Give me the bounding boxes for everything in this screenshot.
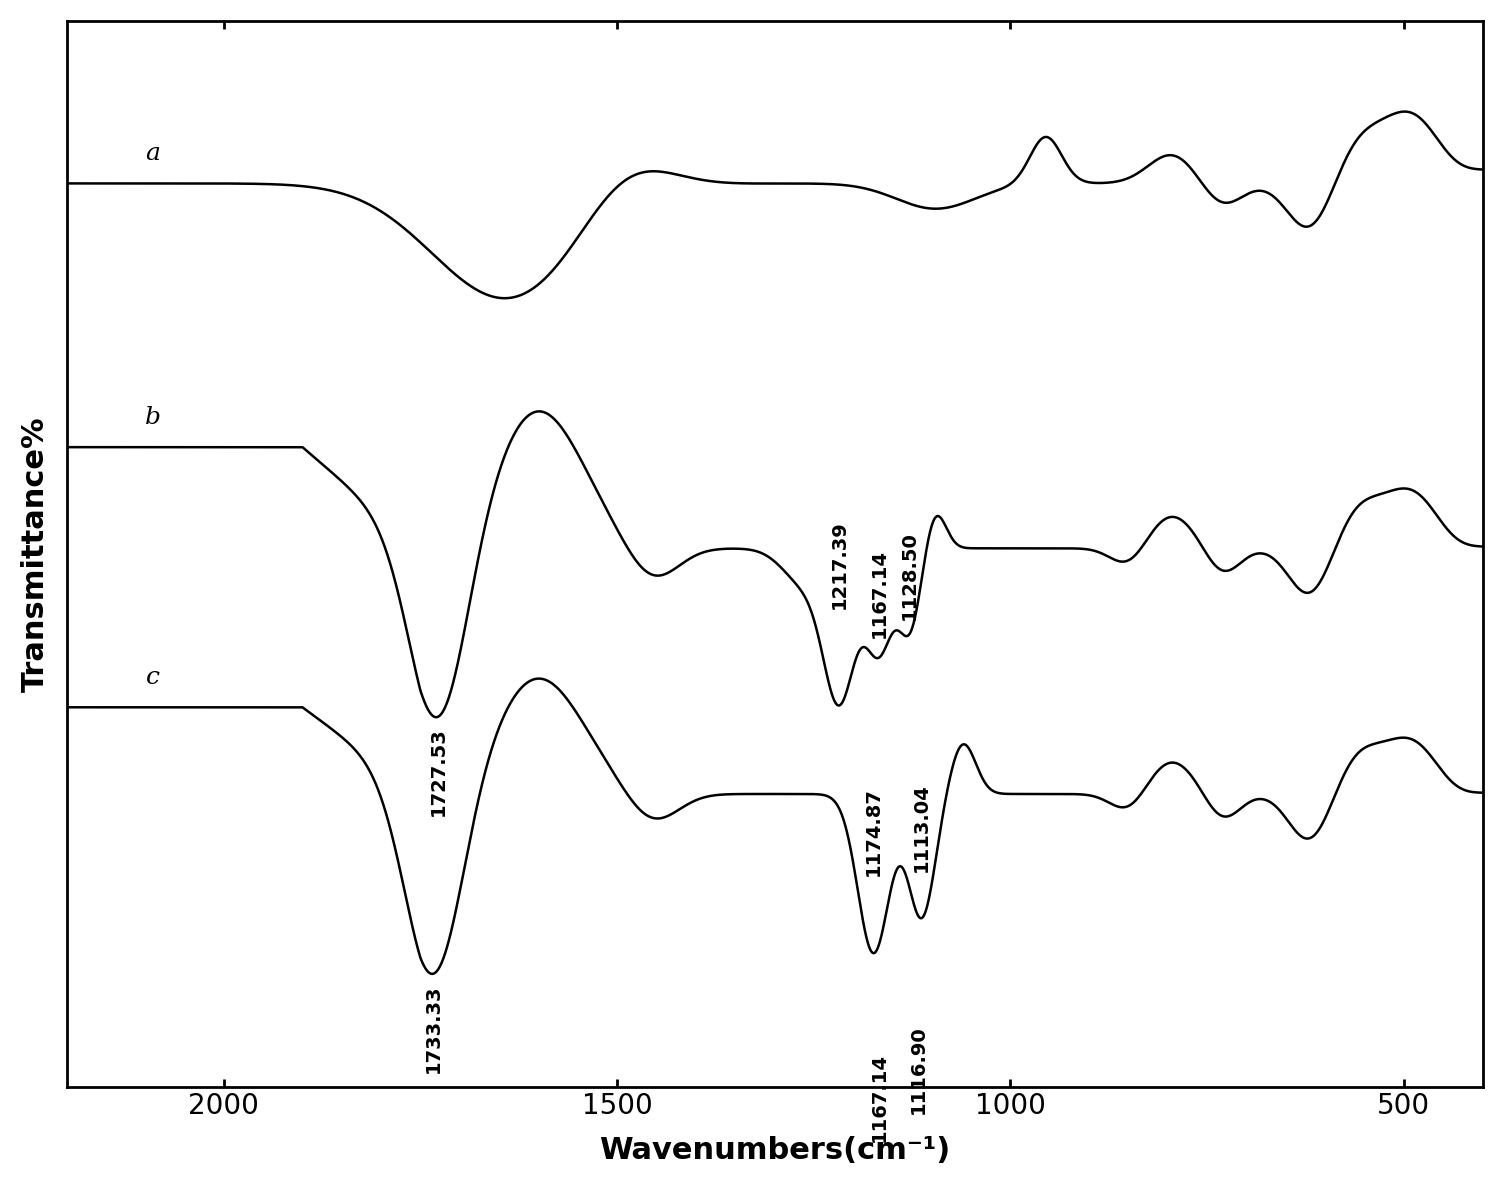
Text: 1113.04: 1113.04 xyxy=(911,783,931,872)
Text: 1733.33: 1733.33 xyxy=(424,984,444,1073)
Text: c: c xyxy=(146,667,159,689)
Text: 1727.53: 1727.53 xyxy=(429,727,448,816)
X-axis label: Wavenumbers(cm⁻¹): Wavenumbers(cm⁻¹) xyxy=(599,1136,951,1165)
Text: 1217.39: 1217.39 xyxy=(830,519,848,608)
Text: 1174.87: 1174.87 xyxy=(863,786,883,875)
Text: 1116.90: 1116.90 xyxy=(908,1026,928,1115)
Y-axis label: Transmittance%: Transmittance% xyxy=(21,416,50,691)
Text: a: a xyxy=(146,142,161,165)
Text: 1128.50: 1128.50 xyxy=(899,530,919,619)
Text: b: b xyxy=(144,406,161,429)
Text: 1167.14: 1167.14 xyxy=(869,1053,889,1142)
Text: 1167.14: 1167.14 xyxy=(869,549,889,638)
